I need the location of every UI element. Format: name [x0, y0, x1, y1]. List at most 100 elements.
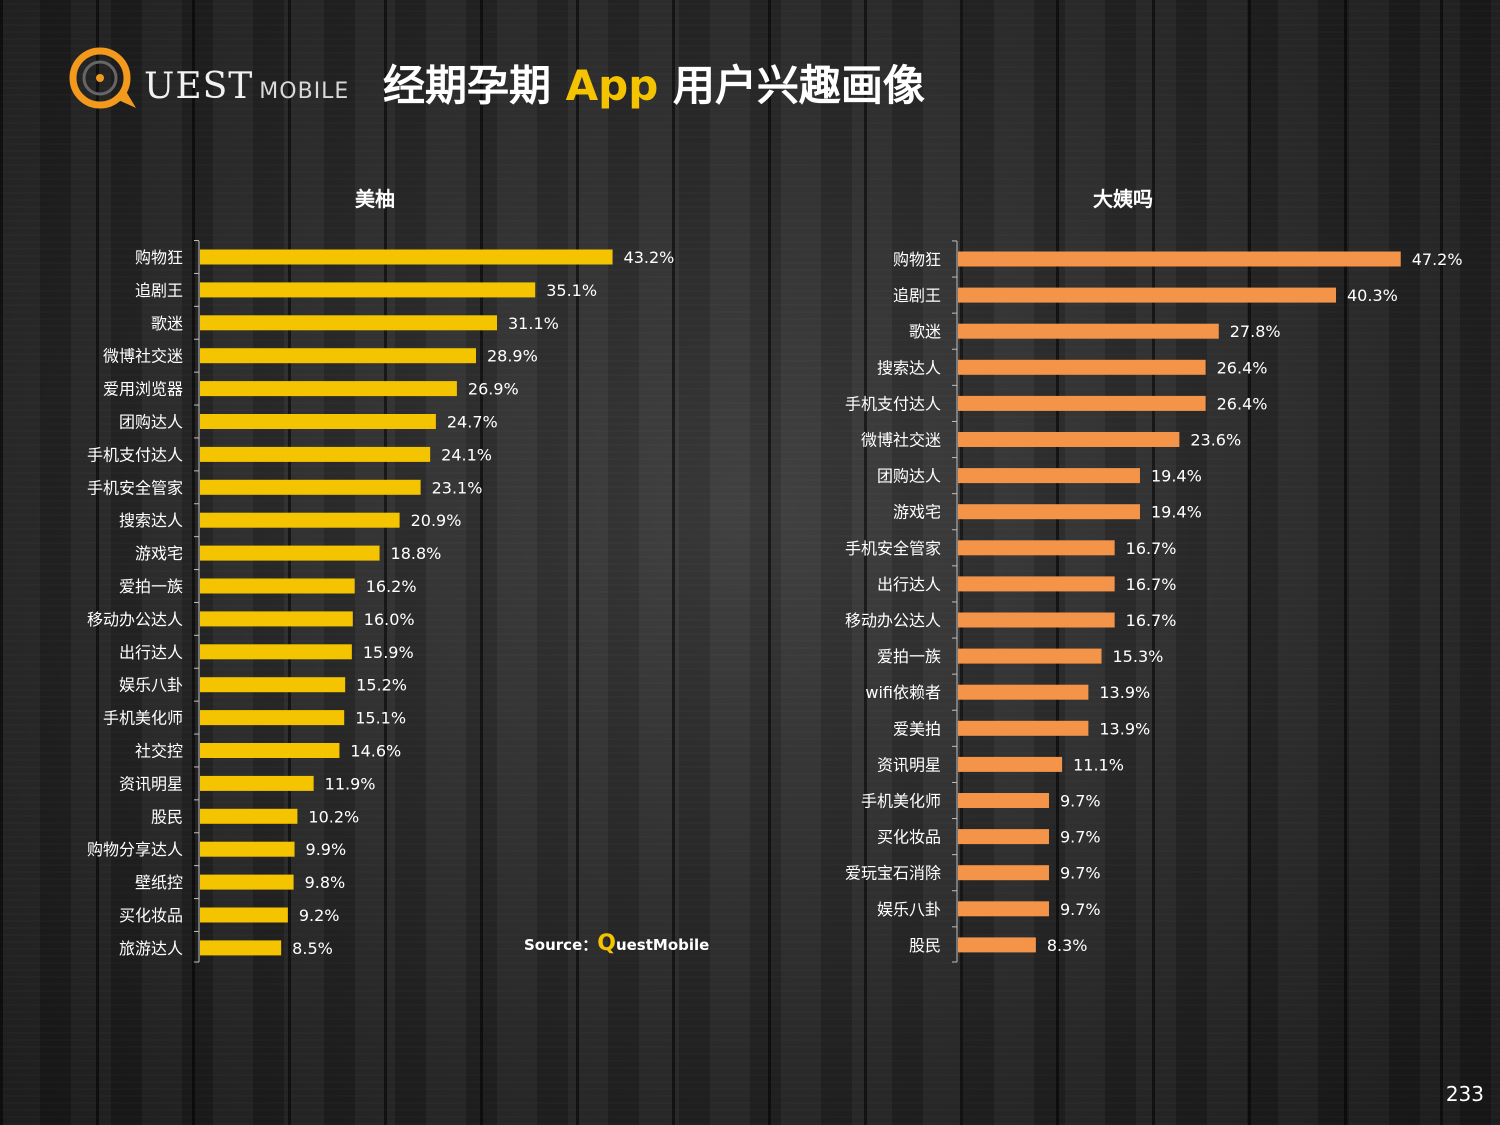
- category-label: 股民: [151, 807, 183, 826]
- value-label: 11.9%: [325, 774, 376, 793]
- value-label: 35.1%: [546, 281, 597, 300]
- value-label: 13.9%: [1099, 719, 1150, 738]
- value-label: 10.2%: [308, 807, 359, 826]
- bar: [958, 359, 1206, 375]
- category-label: 微博社交迷: [103, 347, 183, 366]
- value-label: 16.7%: [1126, 575, 1177, 594]
- category-label: 爱用浏览器: [103, 380, 183, 399]
- bar: [958, 468, 1140, 484]
- category-label: 娱乐八卦: [877, 900, 941, 919]
- value-label: 9.7%: [1060, 900, 1101, 919]
- bar: [958, 287, 1337, 303]
- value-label: 16.2%: [366, 577, 417, 596]
- value-label: 28.9%: [487, 347, 538, 366]
- category-label: wifi依赖者: [865, 683, 941, 702]
- bar: [200, 545, 380, 561]
- bar: [958, 793, 1049, 808]
- bar: [200, 446, 431, 462]
- value-label: 18.8%: [391, 544, 442, 563]
- value-label: 9.2%: [299, 906, 340, 925]
- bar: [200, 677, 346, 693]
- bar: [200, 479, 421, 495]
- bar: [200, 841, 295, 857]
- bar: [200, 348, 476, 364]
- source-note: Source：QuestMobile: [524, 931, 709, 956]
- bar: [958, 612, 1115, 628]
- value-label: 20.9%: [411, 511, 462, 530]
- value-label: 47.2%: [1412, 250, 1463, 269]
- category-label: 团购达人: [119, 413, 183, 432]
- page-number: 233: [1445, 1082, 1484, 1106]
- bar: [200, 282, 536, 298]
- bar: [958, 865, 1049, 881]
- value-label: 9.7%: [1060, 828, 1101, 847]
- bar: [200, 710, 345, 726]
- category-label: 出行达人: [119, 643, 183, 662]
- value-label: 9.9%: [306, 840, 347, 859]
- category-label: 微博社交迷: [861, 431, 941, 450]
- bar: [958, 720, 1089, 736]
- bar: [200, 644, 352, 660]
- bar: [200, 743, 340, 758]
- value-label: 27.8%: [1230, 322, 1281, 341]
- value-label: 26.4%: [1217, 394, 1268, 413]
- bar: [200, 249, 613, 265]
- bar: [200, 315, 498, 331]
- category-label: 游戏宅: [135, 544, 183, 563]
- bar: [958, 432, 1180, 447]
- value-label: 14.6%: [350, 742, 401, 761]
- category-label: 移动办公达人: [87, 610, 183, 629]
- value-label: 15.2%: [356, 676, 407, 695]
- value-label: 9.7%: [1060, 864, 1101, 883]
- category-label: 旅游达人: [119, 939, 183, 958]
- value-label: 16.7%: [1126, 611, 1177, 630]
- category-label: 爱拍一族: [119, 577, 183, 596]
- logo-wordmark: UEST MOBILE: [144, 66, 349, 107]
- bar: [958, 756, 1063, 772]
- category-label: 娱乐八卦: [119, 676, 183, 695]
- value-label: 23.6%: [1190, 431, 1241, 450]
- category-label: 购物分享达人: [87, 840, 183, 859]
- category-label: 手机美化师: [861, 792, 941, 811]
- title-accent: App: [565, 61, 659, 110]
- title-part1: 经期孕期: [383, 61, 552, 110]
- value-label: 40.3%: [1347, 286, 1398, 305]
- value-label: 43.2%: [624, 248, 675, 267]
- category-label: 歌迷: [909, 322, 941, 341]
- bar: [958, 504, 1140, 520]
- source-prefix: Source：: [524, 936, 598, 954]
- category-label: 手机安全管家: [87, 478, 183, 497]
- page-title: 经期孕期 App 用户兴趣画像: [383, 52, 925, 113]
- category-label: 爱玩宝石消除: [845, 864, 941, 883]
- value-label: 9.7%: [1060, 792, 1101, 811]
- bar: [200, 775, 314, 791]
- logo-subtext: MOBILE: [259, 79, 350, 104]
- source-q: Q: [597, 931, 616, 956]
- category-label: 手机支付达人: [87, 445, 183, 464]
- category-label: 壁纸控: [135, 873, 183, 892]
- chart-title: 美柚: [355, 187, 395, 211]
- logo-ring-icon: [69, 47, 136, 109]
- bar: [200, 611, 353, 627]
- category-label: 出行达人: [877, 575, 941, 594]
- bar: [200, 940, 282, 956]
- category-label: 购物狂: [893, 250, 941, 269]
- category-label: 手机美化师: [103, 709, 183, 728]
- category-label: 歌迷: [151, 314, 183, 333]
- source-brand: uestMobile: [615, 936, 710, 954]
- category-label: 追剧王: [135, 281, 183, 300]
- category-label: 团购达人: [877, 467, 941, 486]
- bar: [958, 684, 1089, 700]
- value-label: 26.4%: [1217, 358, 1268, 377]
- value-label: 8.3%: [1047, 936, 1088, 955]
- category-label: 爱美拍: [893, 719, 941, 738]
- bar: [958, 395, 1206, 411]
- bar: [958, 251, 1401, 267]
- title-part2: 用户兴趣画像: [672, 61, 925, 110]
- value-label: 8.5%: [292, 939, 333, 958]
- category-label: 游戏宅: [893, 503, 941, 522]
- bar: [200, 578, 355, 594]
- value-label: 15.1%: [355, 709, 406, 728]
- value-label: 16.0%: [364, 610, 415, 629]
